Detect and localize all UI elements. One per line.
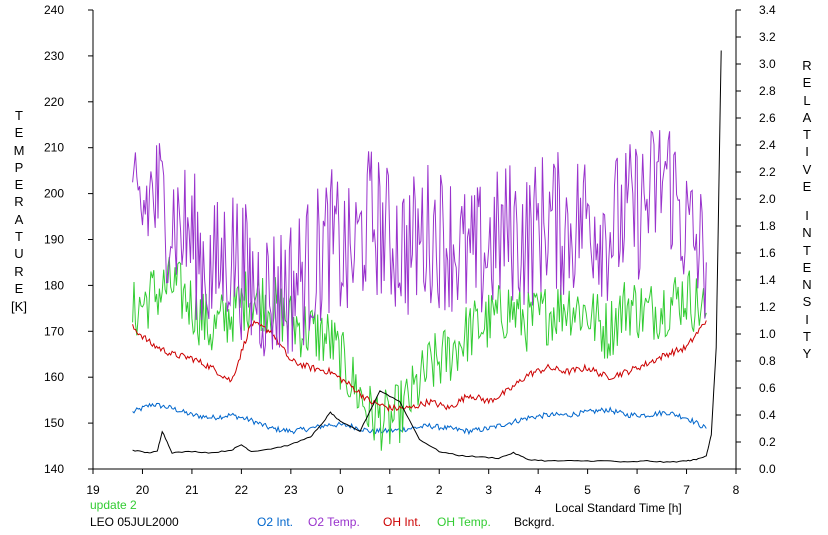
axis-label-letter: R [802,58,812,73]
axis-label-letter: E [802,75,812,91]
x-tick-label: 4 [535,483,542,497]
left-tick-label: 230 [44,49,64,63]
right-tick-label: 0.0 [759,462,776,476]
x-tick-label: 2 [436,483,443,497]
right-tick-label: 0.4 [759,408,776,422]
axis-label-letter: E [802,179,812,195]
axis-label-letter: T [15,229,23,245]
right-tick-label: 1.0 [759,327,776,341]
axis-label-letter: E [802,259,812,275]
axis-label-letter: R [14,194,24,210]
right-tick-label: 0.8 [759,354,776,368]
legend-bckgrd: Bckgrd. [514,515,555,529]
annotation-update: update 2 [90,498,137,512]
legend-oh-int: OH Int. [383,515,422,529]
x-tick-label: 22 [235,483,249,497]
axis-label-letter: A [14,211,24,227]
series-line-o2-temp [132,130,707,357]
x-tick-label: 19 [86,483,100,497]
left-tick-label: 210 [44,141,64,155]
right-tick-label: 2.2 [759,165,776,179]
right-tick-label: 3.4 [759,3,776,17]
series-line-bckgrd [132,50,722,463]
series-line-oh-int [132,319,707,413]
right-tick-label: 1.8 [759,219,776,233]
right-tick-label: 0.6 [759,381,776,395]
axis-label-letter: T [15,108,23,123]
axis-label-letter: A [802,109,812,125]
axis-label-letter: T [803,127,811,143]
left-tick-label: 240 [44,3,64,17]
axis-label-letter: N [802,225,812,241]
series-line-oh-temp [132,256,707,451]
axis-label-letter: E [14,177,24,193]
axis-label-letter: Y [802,346,812,362]
x-tick-label: 3 [485,483,492,497]
axis-label-letter: S [802,294,812,310]
axis-label-letter: P [14,159,24,175]
x-tick-label: 1 [386,483,393,497]
x-tick-label: 21 [185,483,199,497]
right-tick-label: 3.0 [759,57,776,71]
legend-oh-temp: OH Temp. [437,515,491,529]
left-tick-label: 140 [44,462,64,476]
x-tick-label: 20 [136,483,150,497]
right-tick-label: 1.4 [759,273,776,287]
right-tick-label: 3.2 [759,30,776,44]
left-tick-label: 160 [44,370,64,384]
axis-label-letter: L [803,92,811,108]
axis-label-letter: I [805,311,809,327]
x-tick-label: 23 [284,483,298,497]
axis-label-letter: T [803,242,811,258]
x-tick-label: 6 [634,483,641,497]
series-line-o2-int [132,402,707,436]
x-tick-label: 0 [337,483,344,497]
legend-o2-temp: O2 Temp. [308,515,360,529]
right-tick-label: 0.2 [759,435,776,449]
axis-label-letter: I [805,144,809,160]
x-tick-label: 8 [733,483,740,497]
axis-label-letter: N [802,277,812,293]
left-tick-label: 180 [44,278,64,292]
axis-label-letter: I [805,208,809,223]
left-axis-unit: [K] [11,299,27,314]
x-tick-label: 5 [584,483,591,497]
left-tick-label: 200 [44,187,64,201]
left-tick-label: 220 [44,95,64,109]
right-tick-label: 2.8 [759,84,776,98]
x-axis-label: Local Standard Time [h] [555,501,682,515]
right-tick-label: 2.4 [759,138,776,152]
left-tick-label: 170 [44,324,64,338]
axis-label-letter: T [803,329,811,345]
axis-label-letter: E [14,280,24,296]
right-tick-label: 1.2 [759,300,776,314]
left-tick-label: 190 [44,233,64,247]
x-tick-label: 7 [683,483,690,497]
annotation-date: LEO 05JUL2000 [90,515,179,529]
right-tick-label: 2.6 [759,111,776,125]
legend-o2-int: O2 Int. [257,515,294,529]
axis-label-letter: E [14,125,24,141]
axis-label-letter: R [14,263,24,279]
axis-label-letter: M [13,142,25,158]
right-tick-label: 1.6 [759,246,776,260]
left-tick-label: 150 [44,416,64,430]
right-tick-label: 2.0 [759,192,776,206]
axis-label-letter: U [14,246,24,262]
axis-label-letter: V [802,161,812,177]
